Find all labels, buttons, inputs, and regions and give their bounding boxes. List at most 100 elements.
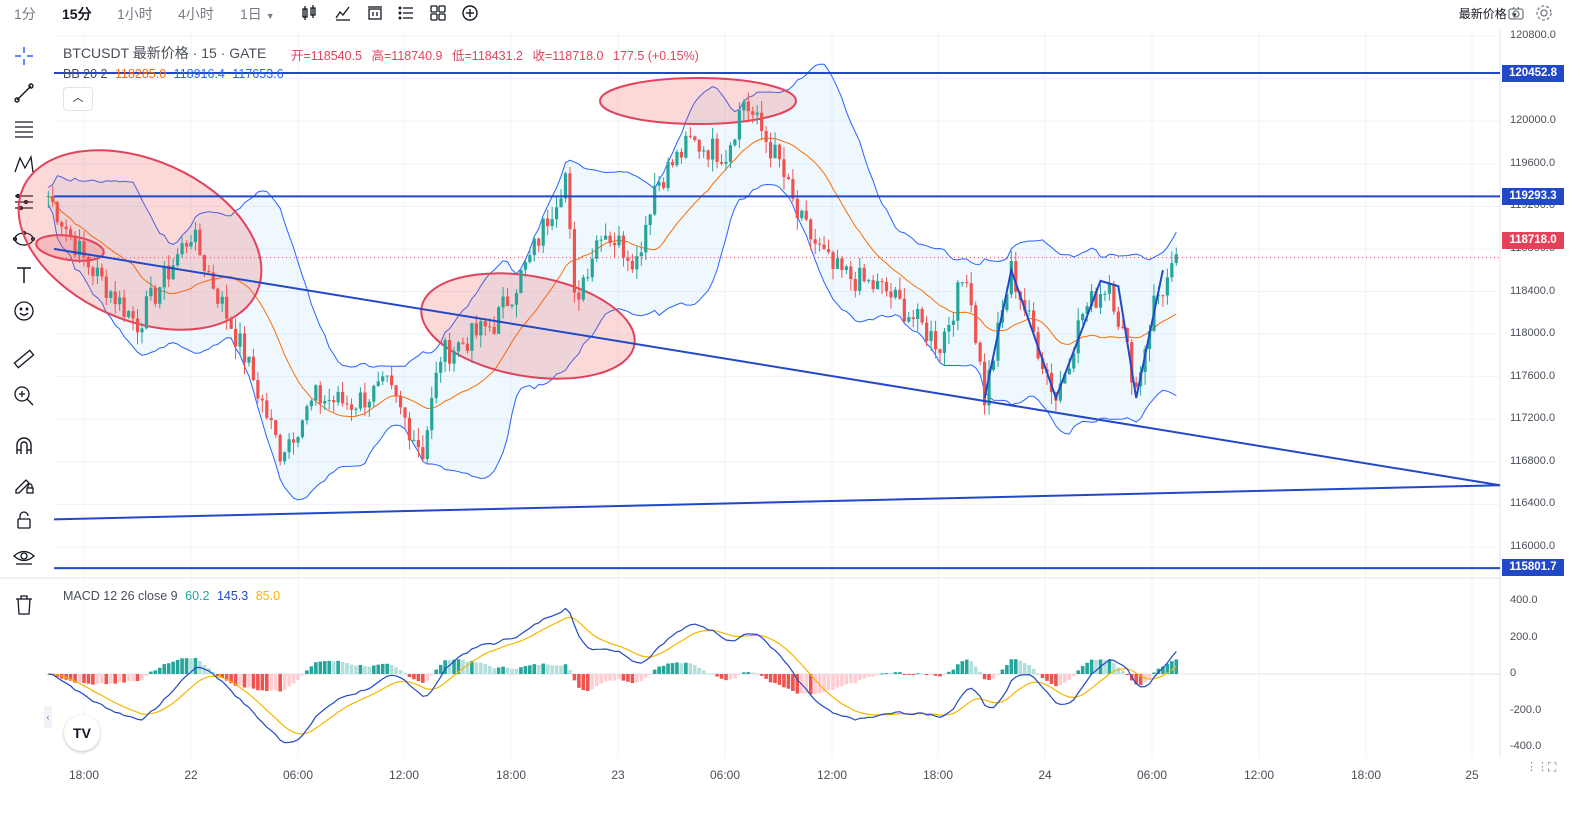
timeframe-4h[interactable]: 4小时 — [178, 6, 214, 22]
time-tick: 12:00 — [1243, 768, 1275, 782]
layouts-icon[interactable] — [428, 3, 448, 23]
candle-body — [1094, 291, 1098, 308]
candle-type-icon[interactable] — [299, 3, 319, 23]
macd-histogram-bar — [701, 670, 706, 674]
candle-body — [77, 241, 82, 256]
tradingview-logo[interactable]: TV — [64, 715, 100, 751]
candle-body — [777, 144, 782, 160]
candle-body — [452, 351, 456, 364]
crosshair-icon[interactable] — [12, 44, 36, 68]
candle-body — [126, 311, 131, 317]
macd-histogram-bar — [978, 671, 982, 674]
candle-body — [528, 255, 532, 263]
candle-body — [590, 258, 594, 278]
collapse-legend-button[interactable]: ︿ — [63, 87, 93, 111]
macd-histogram-bar — [1005, 665, 1009, 674]
candle-body — [867, 280, 871, 282]
macd-histogram-bar — [309, 666, 314, 674]
timeframe-1d-label: 1日 — [240, 6, 262, 22]
candle-body — [180, 243, 184, 255]
emoji-icon[interactable] — [12, 299, 36, 323]
alerts-icon[interactable] — [396, 3, 416, 23]
candle-body — [835, 258, 840, 269]
candle-body — [604, 235, 608, 240]
zoom-in-icon[interactable] — [12, 384, 36, 408]
candle-body — [764, 131, 768, 142]
macd-histogram-bar — [1000, 669, 1005, 674]
macd-histogram-bar — [153, 670, 158, 674]
macd-histogram-bar — [1156, 668, 1161, 674]
candle-body — [291, 439, 296, 443]
candle-body — [902, 298, 906, 322]
eye-icon[interactable] — [12, 544, 36, 568]
time-tick: 23 — [611, 768, 625, 782]
macd-histogram-bar — [666, 663, 670, 674]
macd-histogram-bar — [554, 665, 559, 674]
timeframe-1h[interactable]: 1小时 — [117, 6, 153, 22]
trend-line-icon[interactable] — [12, 81, 36, 105]
compare-icon[interactable] — [365, 3, 385, 23]
candle-body — [296, 437, 300, 443]
add-icon[interactable] — [460, 3, 480, 23]
pattern-icon[interactable] — [12, 153, 36, 177]
macd-histogram-bar — [626, 674, 630, 682]
candle-body — [158, 287, 162, 304]
candle-body — [505, 296, 510, 307]
candle-body — [715, 138, 719, 162]
macd-histogram-bar — [875, 674, 880, 675]
sidebar-toggle[interactable]: ‹ — [44, 706, 52, 728]
candle-body — [1116, 311, 1120, 327]
trash-icon[interactable] — [12, 593, 36, 617]
macd-histogram-bar — [956, 664, 960, 674]
macd-signal-value: 85.0 — [255, 589, 281, 603]
indicators-icon[interactable] — [333, 3, 353, 23]
candle-body — [737, 110, 741, 140]
macd-histogram-bar — [768, 674, 773, 683]
macd-line — [48, 607, 1177, 744]
macd-histogram-bar — [233, 674, 238, 686]
macd-histogram-bar — [215, 674, 220, 676]
time-tick: 22 — [184, 768, 198, 782]
candle-body — [933, 330, 938, 350]
candle-body — [666, 161, 670, 189]
candle-body — [60, 222, 64, 227]
macd-histogram-bar — [385, 663, 389, 674]
lock-icon[interactable] — [12, 508, 36, 532]
timeframe-1m[interactable]: 1分 — [14, 6, 36, 22]
timeframe-1d[interactable]: 1日 ▼ — [240, 4, 275, 24]
macd-histogram-bar — [545, 664, 550, 674]
candle-body — [354, 408, 358, 410]
magnet-icon[interactable] — [12, 434, 36, 458]
candle-body — [492, 326, 496, 334]
ruler-icon[interactable] — [12, 347, 36, 371]
macd-histogram-bar — [857, 674, 862, 680]
macd-histogram-bar — [559, 665, 563, 674]
level-tag-3: 115801.7 — [1502, 559, 1564, 576]
candle-body — [470, 323, 474, 351]
bb-lower-value: 117653.6 — [232, 67, 284, 81]
macd-histogram-bar — [113, 674, 118, 684]
macd-histogram-bar — [643, 674, 648, 678]
candle-body — [858, 267, 862, 291]
lock-draw-icon[interactable] — [12, 472, 36, 496]
macd-histogram-bar — [706, 673, 710, 675]
macd-histogram-bar — [358, 664, 363, 674]
macd-histogram-bar — [1027, 665, 1031, 674]
camera-icon[interactable] — [1506, 3, 1526, 23]
macd-histogram-bar — [639, 674, 644, 682]
macd-histogram-bar — [77, 674, 82, 683]
text-icon[interactable] — [12, 263, 36, 287]
macd-histogram-bar — [247, 674, 251, 688]
macd-histogram-bar — [996, 674, 1000, 675]
fullscreen-icon[interactable]: ⛶ — [1548, 760, 1557, 774]
macd-histogram-bar — [1165, 663, 1170, 674]
macd-histogram-bar — [550, 665, 554, 674]
macd-histogram-bar — [273, 674, 278, 691]
timeframe-15m[interactable]: 15分 — [62, 6, 92, 22]
settings-icon[interactable] — [1534, 3, 1554, 23]
candle-body — [345, 403, 349, 405]
macd-histogram-bar — [759, 674, 764, 676]
fib-icon[interactable] — [12, 117, 36, 141]
scale-icon[interactable]: ⋮⋮ — [1526, 761, 1548, 773]
